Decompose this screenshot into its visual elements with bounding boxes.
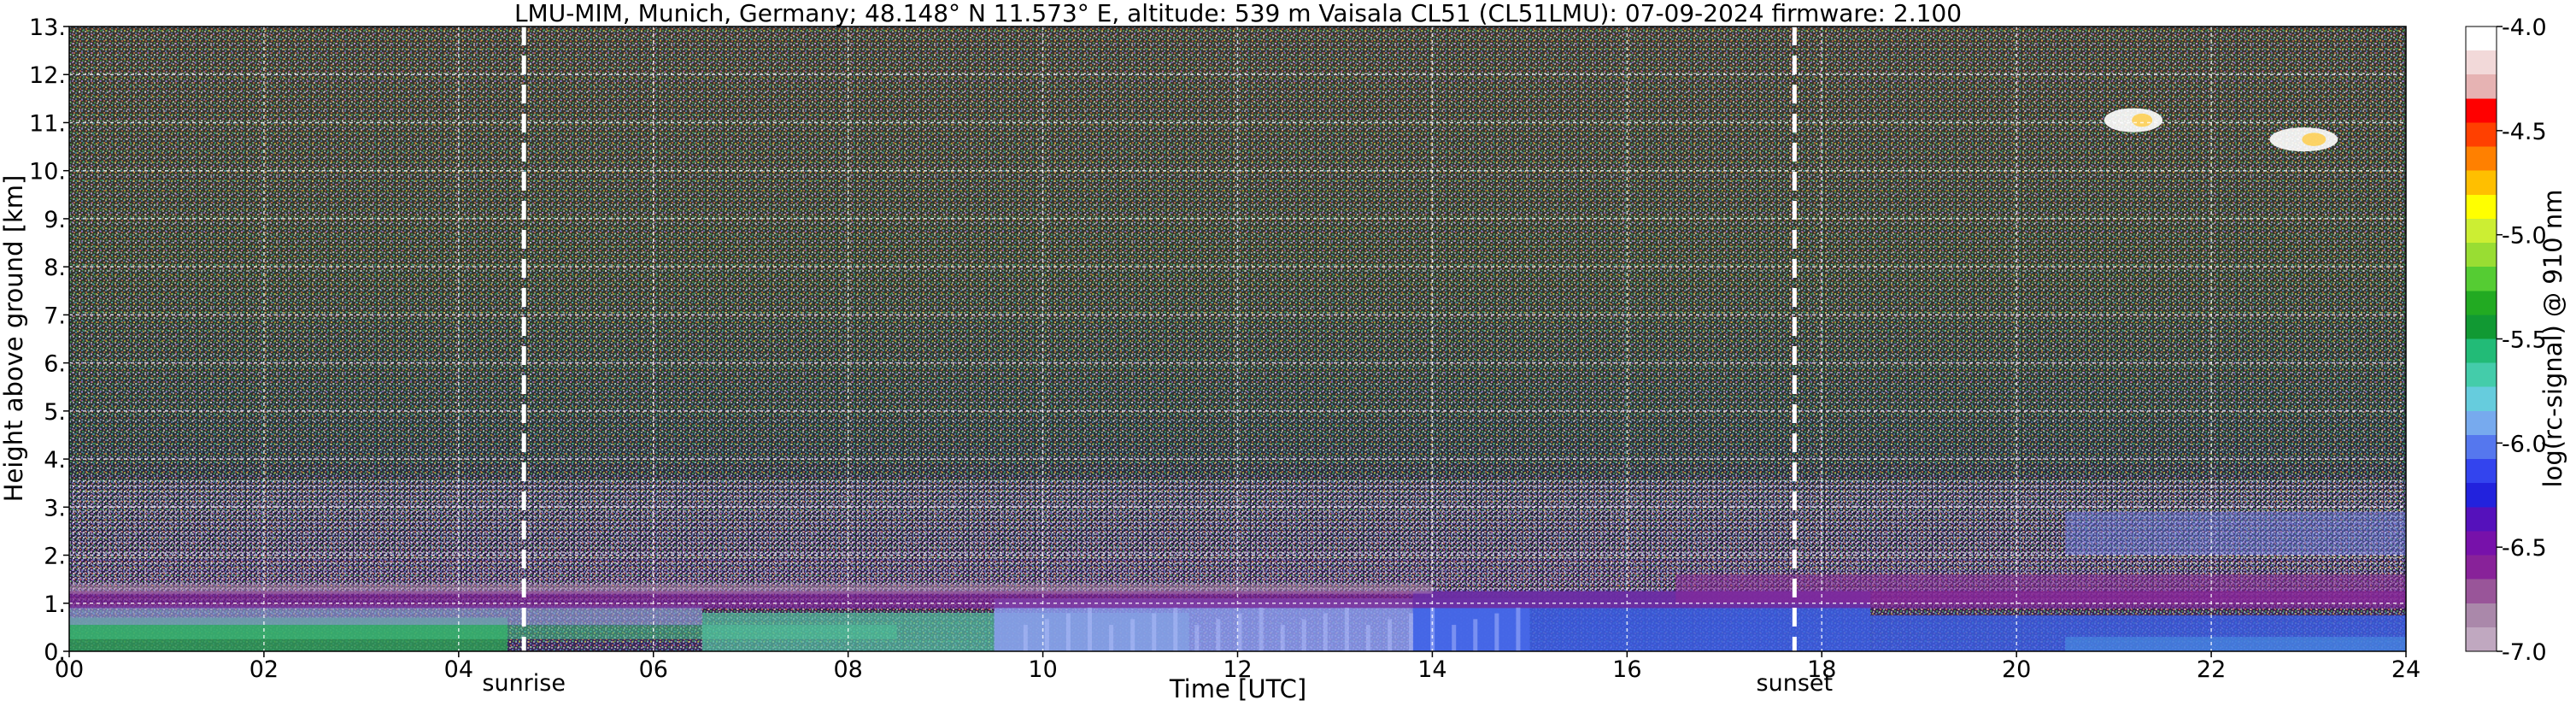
cloud-core-0 xyxy=(2132,113,2153,127)
x-tick-label: 18 xyxy=(1807,656,1836,683)
y-tick-label: 11. xyxy=(29,110,66,137)
convective-plume-14 xyxy=(1323,613,1328,651)
colorbar-tick-label: -5.0 xyxy=(2502,223,2547,250)
convective-plume-18 xyxy=(1409,613,1414,651)
x-tick-label: 16 xyxy=(1612,656,1641,683)
y-axis-ticks: 0. 1. 2. 3. 4. 5. 6. 7. 8. 9. 10. 11. 12. 13. xyxy=(29,15,69,666)
convective-plume-16 xyxy=(1365,625,1370,651)
y-tick-label: 5. xyxy=(44,399,66,426)
y-tick-label: 7. xyxy=(44,303,66,329)
convective-plume-9 xyxy=(1216,619,1221,651)
convective-plume-23 xyxy=(1516,607,1521,651)
convective-plume-13 xyxy=(1301,619,1306,651)
sunrise-label: sunrise xyxy=(482,670,566,697)
x-tick-label: 02 xyxy=(249,656,279,683)
colorbar-tick-label: -6.0 xyxy=(2502,431,2547,457)
y-tick-label: 4. xyxy=(44,447,66,474)
aerosol-band-1 xyxy=(69,625,897,639)
convective-plume-22 xyxy=(1494,613,1499,651)
colorbar-tick-label: -4.0 xyxy=(2502,15,2547,41)
convective-plume-17 xyxy=(1387,619,1392,651)
y-tick-label: 13. xyxy=(29,15,66,41)
y-tick-label: 2. xyxy=(44,544,66,570)
convective-plume-4 xyxy=(1109,625,1114,651)
convective-plume-3 xyxy=(1088,607,1093,651)
annotation-labels: sunrise sunset xyxy=(482,670,1833,697)
y-axis-label: Height above ground [km] xyxy=(0,175,28,503)
x-axis-ticks: 00 02 04 06 08 10 12 14 16 18 20 22 24 xyxy=(55,651,2421,683)
convective-plume-12 xyxy=(1280,625,1285,651)
grid-lines xyxy=(69,26,2406,651)
convective-plume-6 xyxy=(1152,613,1157,651)
y-tick-label: 3. xyxy=(44,495,66,521)
aerosol-band-11 xyxy=(2065,511,2406,556)
colorbar-tick-label: -7.0 xyxy=(2502,639,2547,666)
convective-plume-2 xyxy=(1065,613,1071,651)
sunset-label: sunset xyxy=(1757,670,1834,697)
colorbar-label: log(rc-signal) @ 910 nm xyxy=(2538,190,2567,488)
convective-plume-20 xyxy=(1452,625,1457,651)
colorbar-tick-label: -5.5 xyxy=(2502,327,2547,354)
colorbar-tick-label: -4.5 xyxy=(2502,119,2547,145)
y-tick-label: 10. xyxy=(29,159,66,185)
aerosol-band-2 xyxy=(69,605,702,626)
x-tick-label: 10 xyxy=(1028,656,1057,683)
colorbar-tick-label: -6.5 xyxy=(2502,535,2547,562)
y-tick-label: 6. xyxy=(44,351,66,378)
aerosol-band-9 xyxy=(1675,574,2406,603)
x-tick-label: 04 xyxy=(444,656,473,683)
x-tick-label: 06 xyxy=(639,656,668,683)
x-tick-label: 22 xyxy=(2197,656,2226,683)
y-tick-label: 1. xyxy=(44,591,66,618)
y-tick-label: 8. xyxy=(44,255,66,281)
convective-plume-15 xyxy=(1344,607,1349,651)
convective-plume-1 xyxy=(1044,619,1049,651)
y-tick-label: 9. xyxy=(44,207,66,233)
x-tick-label: 24 xyxy=(2391,656,2421,683)
x-tick-label: 08 xyxy=(833,656,862,683)
x-tick-label: 20 xyxy=(2002,656,2031,683)
plot-area xyxy=(68,26,2407,652)
x-tick-label: 00 xyxy=(55,656,84,683)
x-tick-label: 14 xyxy=(1417,656,1446,683)
colorbar-fill xyxy=(2465,26,2497,652)
convective-plume-5 xyxy=(1130,619,1135,651)
convective-plume-11 xyxy=(1259,607,1264,651)
convective-plume-10 xyxy=(1237,613,1242,651)
annotation-lines xyxy=(521,26,1797,651)
aerosol-band-10 xyxy=(69,584,1433,594)
colorbar-ticks: -4.0 -4.5 -5.0 -5.5 -6.0 -6.5 -7.0 xyxy=(2497,15,2547,666)
cloud-core-1 xyxy=(2302,132,2327,146)
x-axis-label: Time [UTC] xyxy=(1169,674,1306,703)
colorbar: -4.0 -4.5 -5.0 -5.5 -6.0 -6.5 -7.0 log(rc-sign… xyxy=(2465,15,2567,666)
convective-plume-8 xyxy=(1194,625,1200,651)
chart-title: LMU-MIM, Munich, Germany; 48.148° N 11.5… xyxy=(514,0,1962,27)
aerosol-band-7 xyxy=(2065,637,2406,651)
convective-plume-21 xyxy=(1473,619,1478,651)
convective-plume-0 xyxy=(1023,625,1028,651)
x-tick-label: 12 xyxy=(1223,656,1252,683)
y-tick-label: 12. xyxy=(29,62,66,89)
y-tick-label: 0. xyxy=(44,639,66,666)
convective-plume-7 xyxy=(1173,607,1178,651)
